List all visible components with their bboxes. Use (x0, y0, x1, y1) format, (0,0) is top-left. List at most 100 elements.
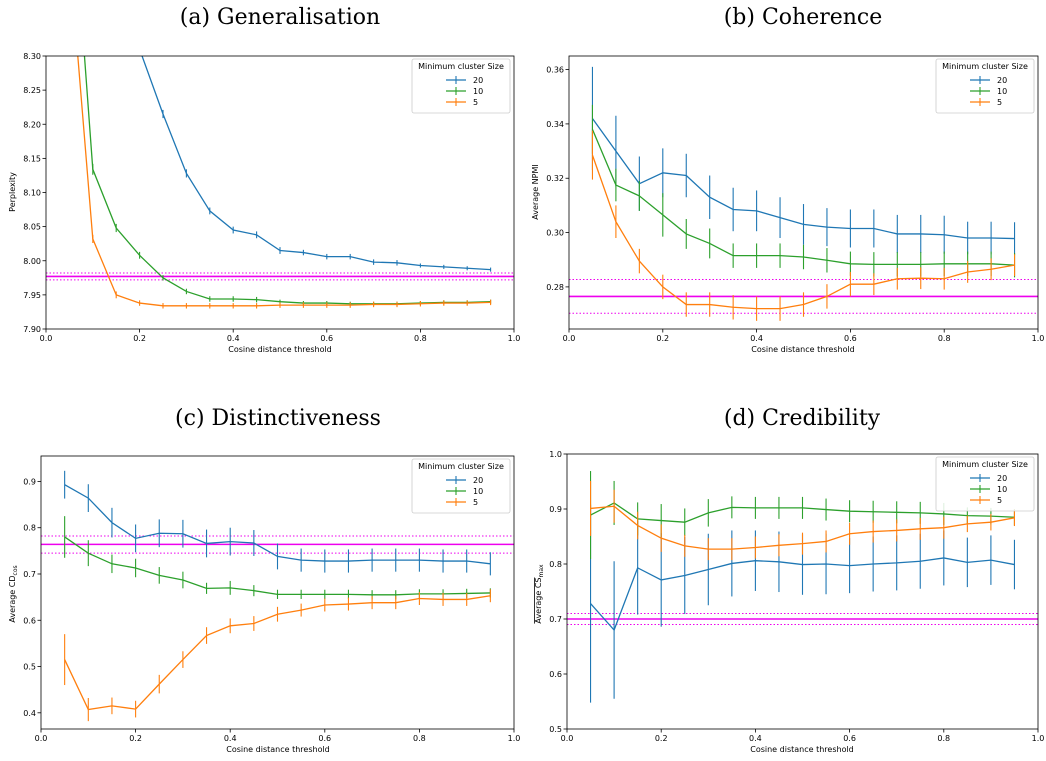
x-tick-label: 0.8 (413, 734, 426, 743)
panel-title: (b) Coherence (724, 5, 883, 30)
x-tick-label: 0.0 (563, 334, 576, 343)
y-tick-label: 8.10 (23, 189, 41, 198)
y-tick-label: 0.32 (546, 174, 564, 183)
x-tick-label: 0.6 (320, 334, 333, 343)
legend: Minimum cluster Size 20 10 5 (935, 456, 1035, 512)
x-tick-label: 1.0 (1032, 734, 1045, 743)
y-tick-label: 8.20 (23, 120, 41, 129)
y-tick-label: 0.28 (546, 283, 564, 292)
series-line-5 (77, 56, 491, 307)
series-line-10 (83, 56, 491, 305)
y-axis-label-subscript: max (538, 564, 545, 578)
legend: Minimum cluster Size 20 10 5 (935, 58, 1035, 114)
series-group (77, 56, 492, 309)
x-axis-label: Cosine distance threshold (226, 745, 330, 754)
y-tick-label: 0.4 (23, 709, 36, 718)
y-tick-label: 0.34 (546, 120, 564, 129)
legend: Minimum cluster Size 20 10 5 (411, 58, 511, 114)
series-line-20 (141, 56, 491, 271)
x-tick-label: 1.0 (508, 334, 521, 343)
legend-box (411, 458, 511, 514)
y-tick-label: 1.0 (549, 450, 562, 459)
y-axis-label: Average CDcos (8, 565, 19, 622)
reference-lines (46, 272, 514, 281)
y-tick-label: 0.5 (549, 725, 562, 734)
x-tick-label: 0.4 (227, 334, 240, 343)
legend-title: Minimum cluster Size (942, 62, 1028, 71)
panel-title: (c) Distinctiveness (175, 406, 381, 431)
y-tick-label: 0.8 (549, 560, 562, 569)
legend-label-20: 20 (997, 474, 1007, 483)
y-tick-label: 8.15 (23, 154, 41, 163)
legend-label-20: 20 (473, 76, 483, 85)
legend-box (411, 58, 511, 114)
x-tick-label: 0.0 (35, 734, 48, 743)
y-tick-label: 0.9 (23, 477, 36, 486)
x-tick-label: 0.2 (656, 334, 669, 343)
legend-title: Minimum cluster Size (418, 462, 504, 471)
legend-label-10: 10 (473, 87, 483, 96)
plot-frame (568, 55, 1039, 330)
x-tick-label: 0.4 (224, 734, 237, 743)
legend: Minimum cluster Size 20 10 5 (411, 458, 511, 514)
panel-generalisation: (a) Generalisation Cosine distance thres… (8, 5, 521, 354)
x-tick-label: 0.8 (414, 334, 427, 343)
x-tick-label: 0.6 (318, 734, 331, 743)
x-tick-label: 0.8 (938, 334, 951, 343)
series-group (64, 470, 491, 722)
y-tick-label: 7.95 (23, 291, 41, 300)
series-group (589, 471, 1016, 703)
legend-title: Minimum cluster Size (942, 460, 1028, 469)
y-tick-label: 8.00 (23, 257, 41, 266)
y-axis-label: Average NPMI (531, 164, 540, 219)
panel-coherence: (b) Coherence Cosine distance threshold … (531, 5, 1044, 354)
x-axis-label: Cosine distance threshold (750, 745, 854, 754)
panel-credibility: (d) Credibility Cosine distance threshol… (534, 406, 1044, 754)
x-tick-label: 0.8 (937, 734, 950, 743)
y-tick-label: 0.9 (549, 505, 562, 514)
x-tick-label: 0.2 (133, 334, 146, 343)
y-tick-label: 0.8 (23, 524, 36, 533)
y-tick-label: 8.05 (23, 223, 41, 232)
y-axis-label-main: Average CD (8, 575, 17, 622)
x-tick-label: 0.0 (40, 334, 53, 343)
y-tick-label: 0.30 (546, 229, 564, 238)
x-tick-label: 0.6 (843, 734, 856, 743)
y-tick-label: 8.25 (23, 86, 41, 95)
x-tick-label: 0.6 (844, 334, 857, 343)
x-tick-label: 0.4 (750, 334, 763, 343)
x-tick-label: 0.4 (749, 734, 762, 743)
x-axis-label: Cosine distance threshold (751, 345, 855, 354)
legend-label-20: 20 (473, 476, 483, 485)
plot-frame (40, 455, 515, 730)
y-axis-label: Average CSmax (534, 564, 545, 624)
x-tick-label: 0.2 (129, 734, 142, 743)
y-axis-label-subscript: cos (12, 565, 19, 575)
legend-label-10: 10 (997, 87, 1007, 96)
plot-frame (566, 453, 1039, 730)
legend-label-5: 5 (997, 496, 1002, 505)
x-tick-label: 0.2 (655, 734, 668, 743)
x-tick-label: 0.0 (561, 734, 574, 743)
panel-title: (d) Credibility (724, 406, 881, 431)
legend-box (935, 456, 1035, 512)
y-axis-label-main: Average CS (534, 578, 543, 624)
y-tick-label: 0.7 (549, 615, 562, 624)
series-group (591, 66, 1016, 321)
y-axis-label: Perplexity (8, 172, 17, 212)
legend-title: Minimum cluster Size (418, 62, 504, 71)
legend-label-20: 20 (997, 76, 1007, 85)
legend-label-5: 5 (997, 98, 1002, 107)
y-tick-label: 0.6 (549, 670, 562, 679)
y-tick-label: 0.5 (23, 663, 36, 672)
panel-distinctiveness: (c) Distinctiveness Cosine distance thre… (8, 406, 520, 754)
y-tick-label: 7.90 (23, 325, 41, 334)
legend-label-10: 10 (473, 487, 483, 496)
y-tick-label: 0.7 (23, 570, 36, 579)
y-tick-label: 8.30 (23, 52, 41, 61)
legend-label-10: 10 (997, 485, 1007, 494)
legend-label-5: 5 (473, 98, 478, 107)
legend-box (935, 58, 1035, 114)
x-axis-label: Cosine distance threshold (228, 345, 332, 354)
